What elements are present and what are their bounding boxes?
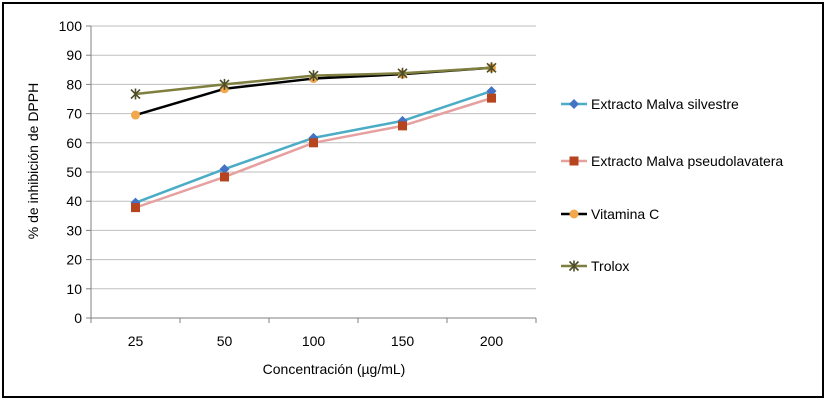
x-axis-label: Concentración (µg/mL) [263, 361, 406, 377]
legend-item: Vitamina C [561, 206, 659, 222]
legend-swatch-marker [569, 156, 579, 166]
y-tick-label: 50 [66, 164, 82, 180]
data-point [220, 172, 229, 182]
data-point [130, 88, 141, 100]
legend-swatch-marker [569, 209, 579, 219]
data-point [308, 70, 319, 82]
y-tick-label: 100 [59, 18, 83, 34]
y-tick-label: 0 [74, 310, 82, 326]
y-tick-label: 20 [66, 252, 82, 268]
data-point [486, 86, 497, 97]
y-tick-label: 10 [66, 281, 82, 297]
x-tick-label: 100 [302, 333, 326, 349]
series-group [130, 62, 497, 213]
legend: Extracto Malva silvestre Extracto Malva p… [561, 96, 783, 274]
data-point [219, 164, 230, 175]
legend-swatch-marker [568, 260, 580, 272]
y-tick-labels: 0 10 20 30 40 50 60 70 80 90 100 [59, 18, 83, 326]
data-point [219, 78, 230, 90]
data-point [131, 203, 140, 213]
data-point [131, 110, 140, 120]
y-tick-label: 30 [66, 222, 82, 238]
data-point [309, 138, 318, 148]
x-tick-label: 50 [217, 333, 233, 349]
data-point [487, 93, 496, 103]
legend-label: Vitamina C [591, 206, 659, 222]
gridlines [91, 25, 536, 290]
legend-item: Trolox [561, 258, 629, 274]
y-axis-label: % de inhibición de DPPH [25, 83, 41, 239]
axes [86, 25, 537, 323]
series-line [135, 96, 492, 209]
legend-item: Extracto Malva silvestre [561, 96, 739, 112]
y-tick-label: 80 [66, 76, 82, 92]
line-chart: 0 10 20 30 40 50 60 70 80 90 100 25 50 100 150 200 Ext… [25, 18, 783, 377]
y-tick-label: 70 [66, 106, 82, 122]
series-4 [130, 62, 497, 100]
legend-label: Extracto Malva pseudolavatera [591, 153, 783, 169]
series-2 [131, 93, 496, 213]
y-tick-label: 90 [66, 47, 82, 63]
x-tick-labels: 25 50 100 150 200 [128, 333, 504, 349]
legend-label: Extracto Malva silvestre [591, 96, 739, 112]
legend-swatch-marker [569, 99, 579, 109]
y-tick-label: 40 [66, 193, 82, 209]
data-point [486, 62, 497, 74]
legend-item: Extracto Malva pseudolavatera [561, 153, 783, 169]
x-tick-label: 200 [480, 333, 504, 349]
x-tick-label: 150 [391, 333, 415, 349]
data-point [397, 67, 408, 79]
x-tick-label: 25 [128, 333, 144, 349]
y-tick-label: 60 [66, 135, 82, 151]
legend-label: Trolox [591, 258, 629, 274]
data-point [398, 121, 407, 131]
